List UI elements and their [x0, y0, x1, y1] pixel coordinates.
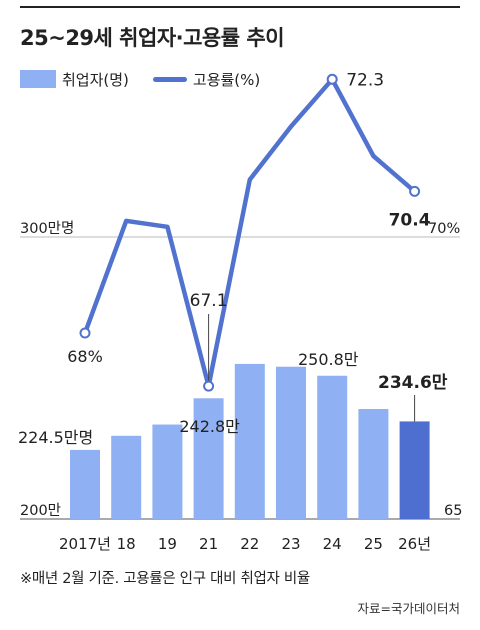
bar-label-21: 242.8만 [179, 417, 240, 436]
source-credit: 자료=국가데이터처 [357, 601, 460, 616]
bar-2 [152, 424, 183, 519]
x-tick-1: 18 [117, 535, 136, 553]
combo-chart: 300만명 200만 70% 65 2017년 18 19 21 22 23 24 25 26년 68% 6… [18, 70, 462, 553]
right-axis-tick-70: 70% [428, 221, 460, 237]
x-tick-0: 2017년 [59, 535, 111, 553]
bar-label-2017: 224.5만명 [18, 428, 93, 447]
legend: 취업자(명) 고용률(%) [20, 68, 260, 90]
rate-point-3 [203, 380, 215, 392]
x-tick-4: 22 [240, 535, 259, 553]
left-axis-tick-200: 200만 [20, 502, 61, 519]
x-tick-3: 21 [199, 535, 218, 553]
bar-label-24: 250.8만 [298, 350, 359, 369]
right-axis-tick-65: 65 [444, 503, 462, 519]
bar-6 [317, 375, 348, 519]
legend-bar-label: 취업자(명) [62, 70, 129, 89]
rate-label-26: 70.4 [389, 210, 431, 230]
rate-point-8 [409, 185, 421, 197]
x-tick-2: 19 [158, 535, 177, 553]
legend-line-label: 고용률(%) [192, 70, 261, 89]
bar-1 [111, 435, 142, 519]
bar-8 [399, 421, 430, 519]
bar-label-26: 234.6만 [378, 373, 448, 393]
chart-title: 25~29세 취업자·고용률 추이 [20, 26, 285, 50]
bar-7 [358, 409, 389, 519]
x-tick-8: 26년 [398, 535, 431, 553]
bar-0 [70, 449, 100, 519]
rate-label-2017: 68% [67, 347, 103, 366]
rate-point-0 [79, 327, 91, 339]
x-tick-6: 24 [323, 535, 342, 553]
employment-rate-line [82, 77, 417, 389]
x-tick-5: 23 [281, 535, 300, 553]
legend-line-swatch [152, 76, 187, 82]
x-tick-7: 25 [364, 535, 383, 553]
top-rule [20, 6, 460, 8]
bar-5 [276, 366, 306, 519]
rate-point-6 [326, 73, 338, 85]
footnote: ※매년 2월 기준. 고용률은 인구 대비 취업자 비율 [20, 571, 310, 587]
bar-4 [234, 363, 265, 519]
rate-label-24: 72.3 [346, 70, 384, 90]
left-axis-tick-300: 300만명 [20, 220, 74, 237]
bar-3 [193, 398, 224, 519]
legend-bar-swatch [20, 70, 56, 88]
rate-label-21: 67.1 [190, 291, 228, 311]
